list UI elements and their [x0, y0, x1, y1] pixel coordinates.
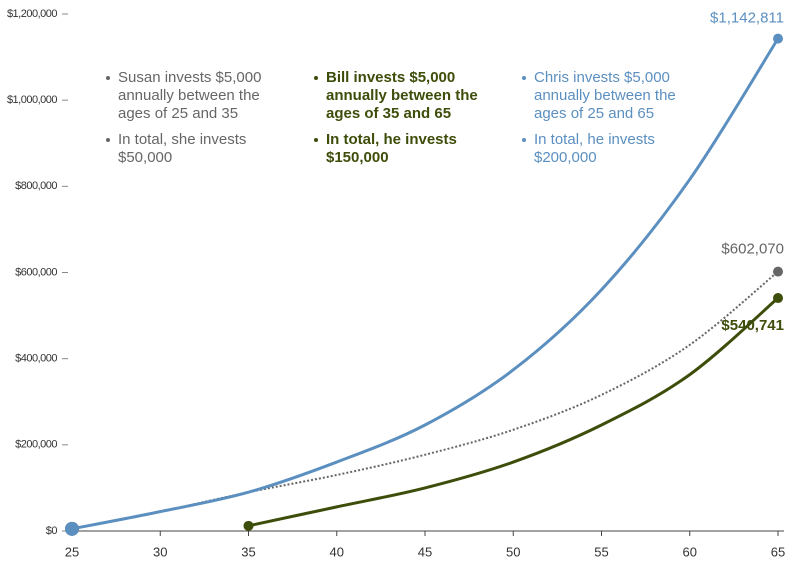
annotation-text: In total, he invests	[534, 131, 655, 148]
annotation-text: $50,000	[118, 149, 172, 166]
point-marker	[773, 293, 783, 304]
annotation-text: annually between the	[534, 87, 676, 104]
annotation-text: $150,000	[326, 149, 389, 166]
y-tick-label: $400,000	[15, 353, 57, 365]
annotation-text: Susan invests $5,000	[118, 69, 261, 86]
annotation-text: annually between the	[326, 87, 478, 104]
y-tick-label: $200,000	[15, 439, 57, 451]
annotation-text: Chris invests $5,000	[534, 69, 670, 86]
annotation-text: Bill invests $5,000	[326, 69, 455, 86]
bullet	[522, 76, 526, 80]
point-marker	[65, 521, 79, 536]
y-tick-label: $800,000	[15, 180, 57, 192]
annotation-text: In total, she invests	[118, 131, 246, 148]
x-tick-label: 35	[241, 544, 255, 559]
bullet	[522, 138, 526, 142]
bullet	[106, 76, 110, 80]
bullet	[314, 76, 318, 80]
bullet	[106, 138, 110, 142]
x-tick-label: 55	[594, 544, 608, 559]
point-marker	[773, 266, 783, 277]
x-tick-label: 60	[683, 544, 697, 559]
annotation-text: In total, he invests	[326, 131, 457, 148]
y-tick-label: $1,000,000	[7, 94, 57, 106]
series-line	[71, 37, 780, 531]
point-marker	[243, 520, 254, 531]
annotation-text: ages of 35 and 65	[326, 105, 451, 122]
point-marker	[773, 33, 783, 44]
annotation-text: annually between the	[118, 87, 260, 104]
x-tick-label: 25	[65, 544, 79, 559]
annotation-text: $200,000	[534, 149, 597, 166]
x-tick-label: 50	[506, 544, 520, 559]
value-label: $1,142,811	[710, 10, 784, 27]
x-tick-label: 30	[153, 544, 167, 559]
bullet	[314, 138, 318, 142]
series-line	[248, 296, 779, 528]
x-tick-label: 65	[771, 544, 785, 559]
value-label: $602,070	[721, 241, 784, 258]
y-tick-label: $600,000	[15, 266, 57, 278]
x-tick-label: 40	[330, 544, 344, 559]
y-tick-label: $0	[46, 525, 58, 537]
annotation-text: ages of 25 and 35	[118, 105, 238, 122]
x-tick-label: 45	[418, 544, 432, 559]
value-label: $540,741	[721, 317, 784, 334]
y-tick-label: $1,200,000	[7, 8, 57, 20]
annotation-text: ages of 25 and 65	[534, 105, 654, 122]
series-line	[71, 270, 779, 530]
